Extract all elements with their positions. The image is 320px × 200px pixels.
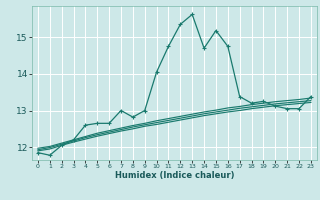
- X-axis label: Humidex (Indice chaleur): Humidex (Indice chaleur): [115, 171, 234, 180]
